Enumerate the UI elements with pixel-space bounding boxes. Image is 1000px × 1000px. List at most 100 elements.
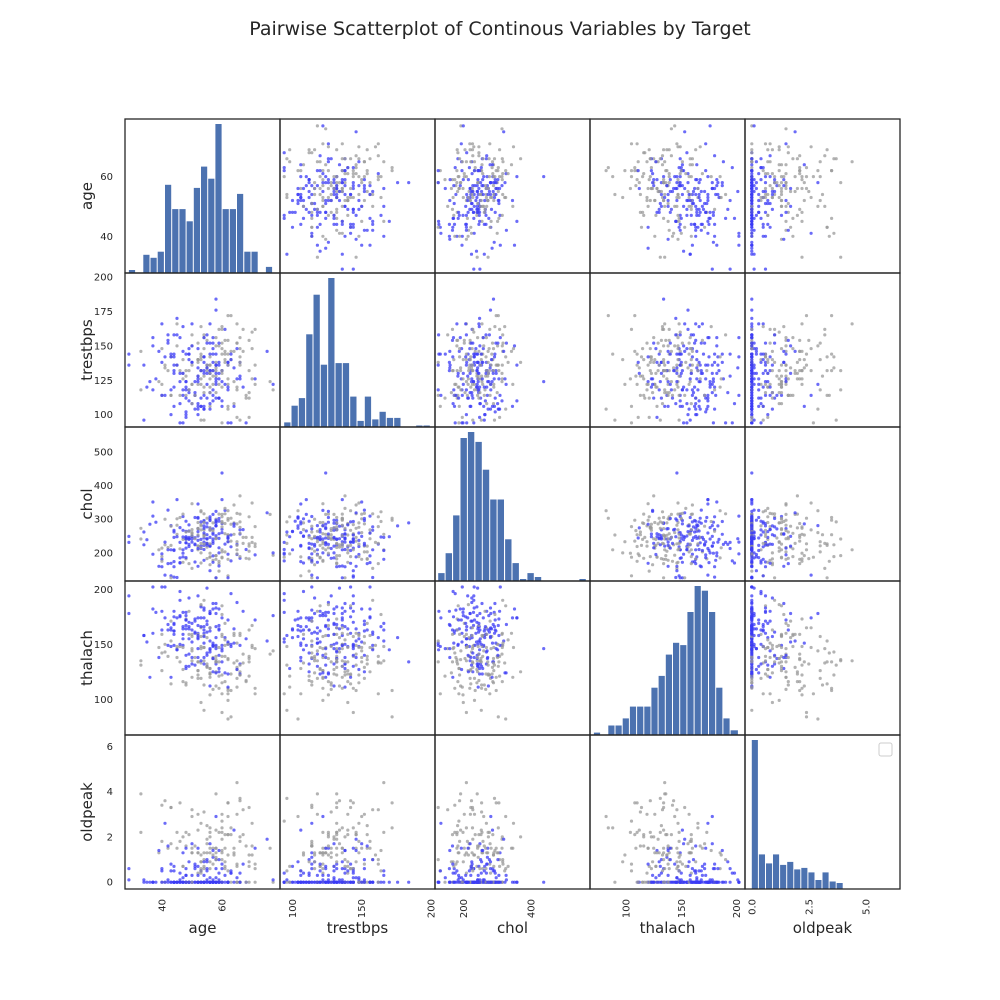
scatter-point — [519, 670, 523, 674]
scatter-point — [688, 531, 692, 535]
scatter-point — [354, 535, 358, 540]
scatter-point — [340, 616, 344, 620]
scatter-point — [793, 369, 797, 373]
scatter-point — [211, 687, 215, 692]
scatter-point — [638, 393, 643, 397]
scatter-point — [711, 541, 716, 545]
scatter-point — [223, 327, 227, 331]
scatter-point — [807, 662, 811, 666]
scatter-point — [175, 616, 179, 620]
scatter-point — [436, 643, 440, 648]
scatter-point — [665, 184, 669, 188]
scatter-point — [450, 628, 455, 632]
scatter-point — [768, 675, 772, 679]
scatter-point — [663, 160, 667, 164]
scatter-point — [500, 680, 504, 684]
scatter-point — [351, 533, 355, 537]
scatter-point — [633, 539, 637, 543]
histogram-bar — [453, 515, 460, 581]
scatter-point — [354, 130, 358, 134]
scatter-point — [786, 338, 790, 342]
scatter-point — [759, 561, 763, 565]
scatter-point — [382, 639, 386, 643]
scatter-point — [238, 670, 242, 674]
scatter-point — [795, 360, 800, 364]
scatter-point — [346, 627, 350, 631]
scatter-point — [673, 204, 677, 208]
scatter-point — [250, 821, 254, 825]
scatter-point — [754, 518, 759, 522]
scatter-point — [660, 510, 665, 514]
scatter-point — [187, 352, 191, 356]
scatter-point — [160, 565, 164, 569]
scatter-point — [226, 407, 230, 411]
scatter-point — [326, 240, 330, 244]
scatter-point — [467, 369, 471, 373]
scatter-point — [677, 166, 681, 170]
scatter-point — [439, 231, 443, 235]
scatter-point — [484, 371, 488, 375]
scatter-point — [678, 576, 682, 580]
scatter-point — [757, 382, 761, 386]
scatter-point — [649, 169, 654, 173]
scatter-point — [299, 531, 303, 535]
scatter-point — [779, 181, 784, 185]
scatter-point — [318, 249, 322, 253]
scatter-point — [694, 204, 698, 208]
scatter-point — [761, 520, 765, 524]
scatter-point — [337, 554, 342, 558]
scatter-point — [290, 628, 295, 632]
scatter-point — [490, 195, 494, 200]
scatter-point — [343, 157, 347, 161]
scatter-point — [301, 661, 306, 665]
histogram-bar — [758, 854, 765, 889]
scatter-point — [839, 181, 843, 185]
scatter-point — [160, 382, 164, 386]
scatter-point — [651, 172, 655, 176]
scatter-point — [462, 172, 466, 176]
scatter-point — [750, 518, 754, 523]
scatter-point — [492, 385, 496, 389]
scatter-point — [649, 385, 654, 389]
scatter-point — [666, 201, 670, 206]
scatter-point — [766, 172, 770, 176]
scatter-point — [324, 201, 328, 206]
scatter-point — [750, 648, 754, 652]
scatter-point — [770, 664, 775, 668]
scatter-point — [452, 201, 456, 206]
scatter-point — [456, 374, 460, 378]
scatter-point — [127, 594, 131, 598]
scatter-point — [208, 569, 212, 573]
scatter-point — [466, 178, 470, 182]
scatter-point — [658, 543, 662, 547]
scatter-point — [202, 369, 206, 373]
scatter-point — [716, 192, 720, 197]
scatter-point — [750, 352, 754, 356]
scatter-point — [232, 627, 236, 631]
scatter-point — [477, 154, 481, 158]
scatter-point — [166, 643, 170, 648]
scatter-point — [496, 664, 500, 668]
scatter-point — [680, 160, 685, 164]
scatter-point — [354, 631, 358, 635]
scatter-point — [223, 512, 227, 516]
scatter-point — [750, 175, 754, 179]
chart-title: Pairwise Scatterplot of Continous Variab… — [249, 18, 750, 40]
scatter-point — [653, 520, 657, 525]
scatter-point — [752, 184, 756, 188]
scatter-point — [488, 407, 493, 411]
scatter-point — [196, 360, 200, 364]
scatter-point — [468, 371, 472, 375]
scatter-point — [187, 358, 191, 362]
scatter-point — [190, 360, 194, 364]
histogram-bar — [143, 254, 150, 273]
scatter-point — [351, 519, 355, 524]
scatter-point — [685, 151, 689, 155]
scatter-point — [750, 207, 754, 211]
scatter-point — [730, 421, 734, 425]
scatter-point — [301, 517, 306, 521]
scatter-point — [190, 344, 194, 348]
scatter-point — [313, 549, 317, 553]
scatter-point — [484, 186, 488, 191]
scatter-point — [652, 537, 656, 541]
